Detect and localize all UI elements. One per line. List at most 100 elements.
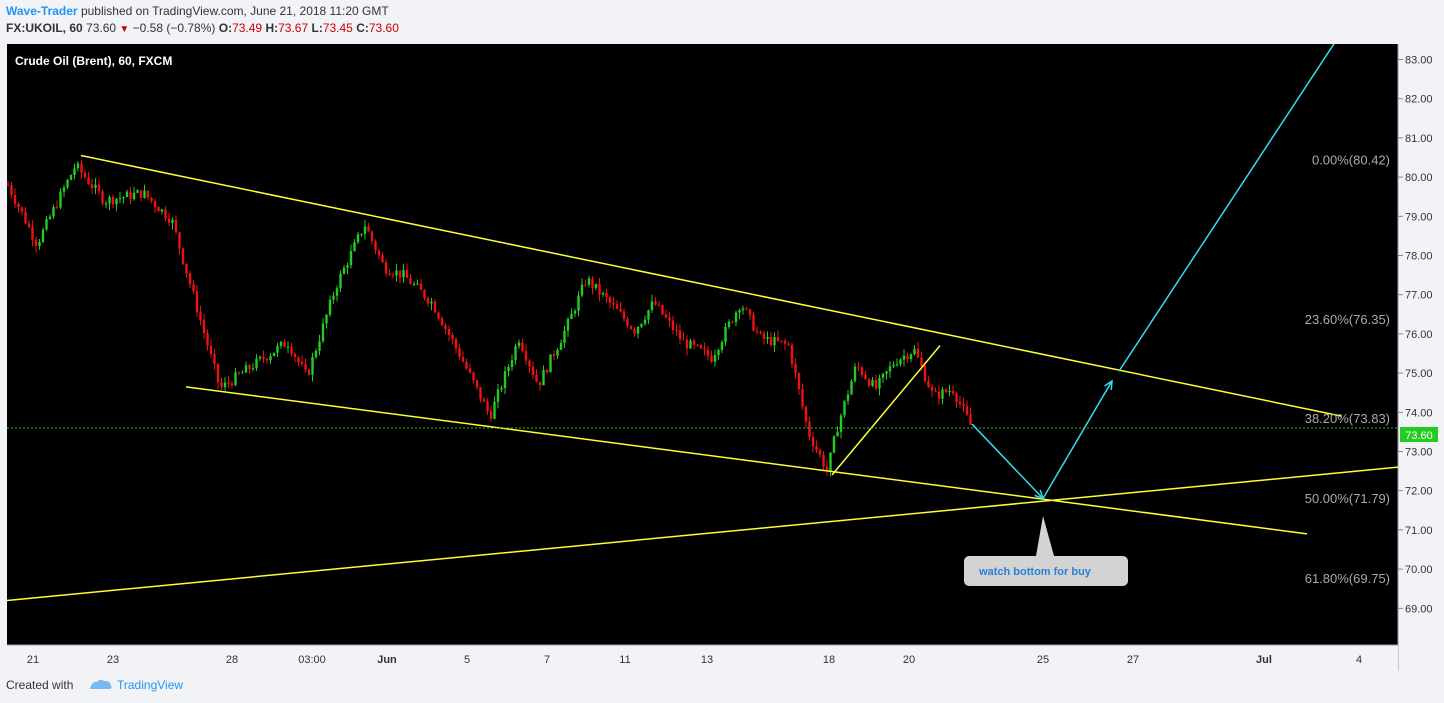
candle-body	[332, 295, 335, 300]
time-tick-label: 20	[903, 654, 915, 666]
candle-body	[342, 267, 346, 274]
candle-body	[780, 340, 783, 342]
candle-body	[87, 177, 90, 185]
price-tick-label: 79.00	[1405, 211, 1433, 223]
candle-body	[230, 383, 234, 386]
candle-body	[766, 336, 769, 339]
candle-body	[892, 364, 895, 367]
candle-body	[692, 340, 696, 345]
candle-body	[503, 371, 507, 389]
candle-body	[566, 318, 570, 331]
price-tick-label: 83.00	[1405, 55, 1433, 67]
symbol-ohlc-line: FX:UKOIL, 60 73.60 ▼ −0.58 (−0.78%) O:73…	[6, 21, 399, 35]
callout-text: watch bottom for buy	[978, 566, 1092, 578]
candle-body	[461, 357, 465, 362]
candle-body	[699, 345, 703, 349]
time-tick-label: 23	[107, 654, 119, 666]
candle-body	[619, 308, 622, 312]
candle-body	[290, 346, 293, 355]
candle-body	[276, 345, 279, 353]
candle-body	[790, 344, 794, 364]
candle-body	[416, 283, 419, 285]
candle-body	[419, 283, 423, 290]
chart-area[interactable]: Crude Oil (Brent), 60, FXCM 69.0070.0071…	[0, 44, 1444, 671]
fib-level-label: 0.00%(80.42)	[1312, 153, 1390, 168]
candle-body	[13, 194, 17, 204]
candle-body	[825, 466, 829, 471]
candle-body	[815, 446, 818, 450]
candle-body	[377, 250, 381, 256]
candle-body	[433, 301, 437, 313]
candle-body	[804, 406, 808, 422]
price-tick-label: 81.00	[1405, 133, 1433, 145]
candle-body	[423, 289, 426, 299]
candle-body	[951, 390, 955, 394]
current-price-label: 73.60	[1400, 427, 1438, 442]
candle-body	[748, 309, 752, 315]
high-value: 73.67	[278, 21, 309, 35]
candle-body	[223, 382, 227, 388]
candle-body	[696, 344, 699, 346]
price-tick-label: 77.00	[1405, 290, 1433, 302]
candle-body	[685, 339, 689, 349]
candle-body	[346, 265, 349, 268]
drawing-overlays	[6, 44, 1399, 602]
candle-body	[52, 207, 55, 217]
high-label: H:	[265, 21, 279, 35]
candle-body	[773, 337, 776, 346]
candle-body	[493, 401, 496, 419]
candle-body	[66, 179, 69, 188]
tradingview-link[interactable]: TradingView	[117, 678, 184, 692]
author-link[interactable]: Wave-Trader	[6, 4, 78, 18]
tradingview-logo-icon[interactable]	[88, 676, 114, 692]
candle-body	[930, 387, 934, 391]
time-axis[interactable]	[0, 645, 1398, 671]
candle-body	[395, 270, 398, 276]
candle-body	[836, 431, 839, 437]
candle-body	[34, 239, 38, 247]
candle-body	[818, 449, 822, 455]
candle-body	[265, 358, 269, 361]
candle-body	[909, 354, 913, 360]
candle-body	[6, 184, 10, 186]
candle-body	[587, 278, 591, 285]
candle-body	[615, 304, 619, 309]
candle-body	[640, 323, 643, 327]
candle-body	[73, 168, 76, 175]
price-axis[interactable]	[1398, 44, 1444, 671]
candle-body	[430, 301, 433, 304]
candle-body	[605, 293, 608, 298]
candle-body	[69, 174, 73, 180]
candle-body	[328, 299, 332, 315]
candle-body	[556, 349, 559, 356]
candle-body	[717, 350, 720, 356]
candle-body	[111, 196, 115, 205]
candle-body	[475, 380, 479, 387]
candle-body	[608, 297, 612, 303]
candle-body	[626, 318, 629, 327]
candle-body	[304, 363, 307, 370]
candle-body	[636, 326, 640, 334]
candle-body	[706, 349, 710, 356]
candle-body	[283, 341, 286, 347]
candle-body	[325, 314, 328, 324]
candle-body	[598, 283, 601, 295]
candle-body	[689, 340, 692, 349]
candle-body	[650, 301, 654, 311]
candle-body	[437, 312, 440, 319]
candle-body	[139, 190, 143, 198]
candle-body	[388, 273, 391, 275]
candle-body	[500, 388, 503, 390]
candle-body	[542, 370, 545, 386]
candle-body	[654, 301, 657, 305]
candle-body	[801, 389, 804, 407]
candle-body	[797, 373, 801, 390]
candle-body	[45, 218, 48, 230]
candle-body	[902, 355, 906, 360]
price-tick-label: 75.00	[1405, 368, 1433, 380]
candle-body	[899, 359, 902, 365]
candle-body	[279, 341, 283, 346]
candles	[6, 160, 972, 477]
candle-body	[923, 366, 927, 382]
candle-body	[24, 211, 27, 224]
